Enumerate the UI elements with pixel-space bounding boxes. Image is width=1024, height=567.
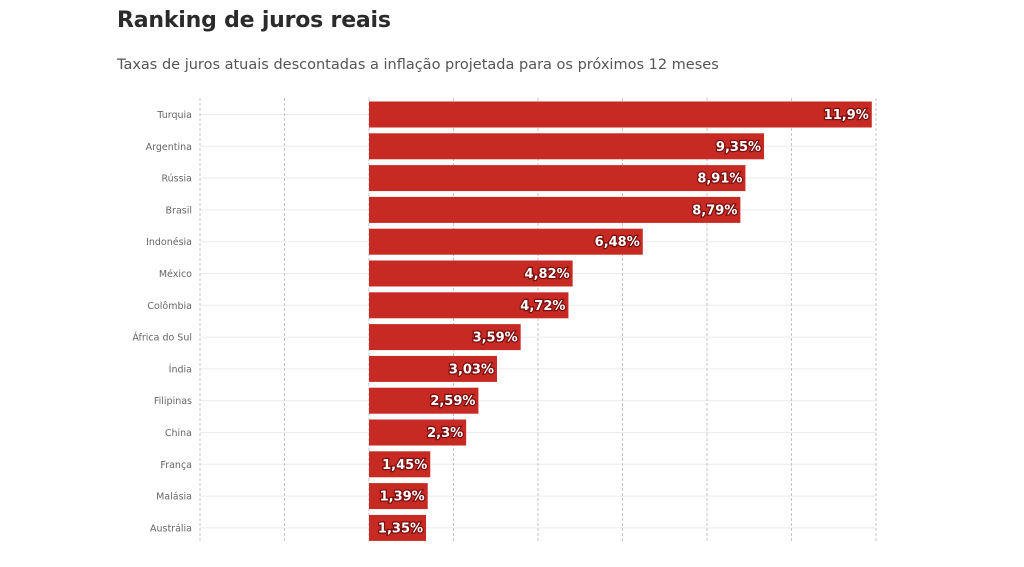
value-label: 8,79%: [692, 203, 737, 218]
category-label: Brasil: [166, 205, 192, 216]
category-label: Austrália: [150, 523, 192, 534]
bar-10: [369, 419, 467, 446]
value-label: 4,72%: [520, 299, 565, 314]
bar-6: [369, 292, 569, 319]
bar-1: [369, 133, 765, 160]
bar-5: [369, 260, 573, 287]
value-label: 3,59%: [473, 331, 518, 346]
grid-lines: [199, 98, 877, 541]
bar-11: [369, 451, 431, 478]
category-labels: Turquia Argentina Rússia Brasil Indonésia Méx…: [132, 110, 192, 534]
value-label: 11,9%: [824, 108, 869, 123]
category-label: Argentina: [146, 142, 192, 153]
value-label: 8,91%: [697, 172, 742, 187]
category-label: China: [165, 428, 192, 439]
value-label: 2,3%: [427, 426, 463, 441]
category-label: Indonésia: [146, 237, 192, 248]
bar-9: [369, 387, 479, 414]
bar-0: [369, 101, 872, 128]
value-label: 3,03%: [449, 362, 494, 377]
value-label: 1,45%: [382, 458, 427, 473]
category-label: Rússia: [161, 174, 192, 185]
bar-12: [369, 483, 428, 510]
bar-4: [369, 228, 643, 255]
value-label: 4,82%: [525, 267, 570, 282]
category-label: Turquia: [156, 110, 192, 121]
chart-subtitle: Taxas de juros atuais descontadas a infl…: [117, 57, 719, 73]
value-label: 9,35%: [716, 140, 761, 155]
category-label: Índia: [169, 363, 192, 375]
value-label: 2,59%: [430, 394, 475, 409]
category-label: França: [160, 460, 192, 471]
value-label: 1,35%: [378, 521, 423, 536]
bar-13: [369, 514, 427, 541]
category-label: Colômbia: [147, 301, 192, 312]
category-label: México: [159, 269, 192, 280]
value-label: 1,39%: [380, 490, 425, 505]
bar-8: [369, 355, 498, 382]
category-label: Malásia: [156, 492, 192, 503]
bar-3: [369, 196, 741, 223]
bars: [369, 101, 872, 541]
value-label: 6,48%: [595, 235, 640, 250]
category-label: África do Sul: [132, 332, 192, 344]
bar-2: [369, 165, 746, 192]
value-labels: 11,9% 9,35% 8,91% 8,79% 6,48% 4,82% 4,72% 3,59%…: [377, 107, 870, 538]
bar-7: [369, 324, 521, 351]
category-label: Filipinas: [154, 396, 192, 407]
chart-title: Ranking de juros reais: [117, 8, 391, 33]
